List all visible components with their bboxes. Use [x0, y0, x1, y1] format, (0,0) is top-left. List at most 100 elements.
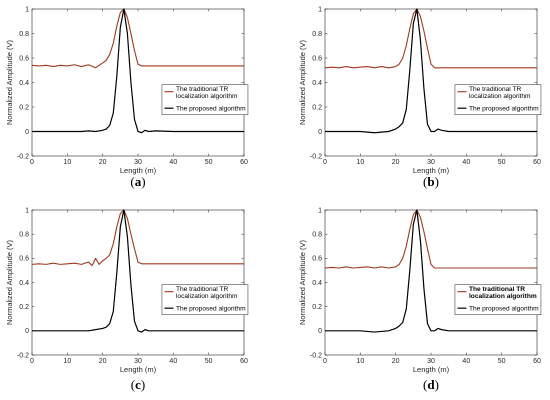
panel-label: (a) [130, 174, 145, 189]
y-axis-label: Normalized Amplitude (V) [5, 39, 14, 125]
x-tick-label: 20 [99, 159, 107, 166]
x-axis-label: Length (m) [413, 166, 450, 175]
legend: The traditional TR localization algorithm… [161, 284, 249, 315]
y-tick-label: -0.2 [17, 153, 29, 160]
legend-box [454, 284, 542, 315]
legend-label-traditional-tr: The traditional TR localization algorithm [176, 86, 238, 100]
y-tick-label: 0.8 [312, 31, 322, 38]
y-tick-label: 0 [25, 129, 29, 136]
series-line-traditional-tr [324, 209, 537, 269]
plot-area [31, 209, 245, 356]
x-tick-label: 30 [134, 358, 142, 365]
y-tick-label: 0.6 [19, 256, 29, 263]
x-axis-label: Length (m) [120, 166, 157, 175]
legend: The traditional TR localization algorithm… [161, 84, 249, 115]
legend-box [161, 284, 249, 315]
legend-box [161, 84, 249, 115]
x-tick-label: 50 [498, 159, 506, 166]
y-tick-label: 0.2 [19, 304, 29, 311]
x-tick-label: 40 [169, 159, 177, 166]
y-tick-label: 1 [25, 6, 29, 13]
x-tick-label: 0 [323, 358, 327, 365]
legend-box [454, 84, 542, 115]
x-axis-label: Length (m) [120, 365, 157, 374]
y-tick-label: 0 [318, 129, 322, 136]
legend-label-traditional-tr: The traditional TR localization algorithm [469, 286, 537, 300]
x-tick-label: 50 [498, 358, 506, 365]
y-tick-label: 0.6 [312, 55, 322, 62]
x-tick-label: 40 [169, 358, 177, 365]
y-tick-label: 0.4 [312, 280, 322, 287]
series-line-proposed [32, 209, 244, 333]
y-tick-label: 0 [318, 328, 322, 335]
y-axis-label: Normalized Amplitude (V) [298, 39, 307, 125]
x-tick-label: 40 [462, 358, 470, 365]
x-tick-label: 10 [63, 159, 71, 166]
y-tick-label: 1 [25, 207, 29, 214]
x-tick-label: 10 [356, 358, 364, 365]
legend-label-proposed: The proposed algorithm [176, 106, 246, 113]
x-tick-label: 60 [533, 358, 541, 365]
y-tick-label: -0.2 [310, 352, 322, 359]
x-tick-label: 40 [462, 159, 470, 166]
x-tick-label: 20 [99, 358, 107, 365]
series-line-proposed [325, 8, 537, 134]
y-tick-label: 0.8 [19, 232, 29, 239]
legend-label-proposed: The proposed algorithm [176, 305, 246, 312]
y-tick-label: 1 [318, 6, 322, 13]
x-tick-label: 10 [63, 358, 71, 365]
y-tick-label: 0.8 [19, 31, 29, 38]
panel-label: (b) [423, 174, 439, 189]
legend-label-proposed: The proposed algorithm [469, 106, 539, 113]
y-tick-label: 0.2 [19, 104, 29, 111]
y-axis-label: Normalized Amplitude (V) [5, 239, 14, 325]
x-tick-label: 20 [392, 358, 400, 365]
panel-label: (c) [131, 377, 145, 392]
x-tick-label: 60 [240, 159, 248, 166]
x-tick-label: 10 [356, 159, 364, 166]
legend-label-proposed: The proposed algorithm [469, 305, 539, 312]
x-tick-label: 0 [30, 358, 34, 365]
y-tick-label: -0.2 [17, 352, 29, 359]
x-tick-label: 0 [30, 159, 34, 166]
legend: The traditional TR localization algorithm… [454, 284, 542, 315]
y-tick-label: 0.2 [312, 304, 322, 311]
x-tick-label: 30 [427, 358, 435, 365]
y-tick-label: 0 [25, 328, 29, 335]
y-tick-label: 0.2 [312, 104, 322, 111]
plot-area [31, 8, 245, 157]
panel-label: (d) [423, 377, 439, 392]
x-tick-label: 50 [205, 358, 213, 365]
y-tick-label: -0.2 [310, 153, 322, 160]
legend-label-traditional-tr: The traditional TR localization algorithm [176, 286, 238, 300]
plot-area [324, 8, 538, 157]
plot-area [324, 209, 538, 356]
y-tick-label: 1 [318, 207, 322, 214]
y-tick-label: 0.8 [312, 232, 322, 239]
x-tick-label: 0 [323, 159, 327, 166]
x-tick-label: 50 [205, 159, 213, 166]
x-tick-label: 30 [134, 159, 142, 166]
series-line-proposed [325, 209, 537, 333]
y-tick-label: 0.4 [312, 80, 322, 87]
x-axis-label: Length (m) [413, 365, 450, 374]
series-line-traditional-tr [324, 8, 537, 69]
x-tick-label: 20 [392, 159, 400, 166]
series-line-traditional-tr [31, 209, 244, 267]
y-axis-label: Normalized Amplitude (V) [298, 239, 307, 325]
y-tick-label: 0.6 [19, 55, 29, 62]
y-tick-label: 0.6 [312, 256, 322, 263]
series-line-traditional-tr [31, 8, 244, 69]
series-line-proposed [32, 8, 244, 134]
x-tick-label: 60 [240, 358, 248, 365]
x-tick-label: 30 [427, 159, 435, 166]
y-tick-label: 0.4 [19, 80, 29, 87]
legend: The traditional TR localization algorithm… [454, 84, 542, 115]
legend-label-traditional-tr: The traditional TR localization algorithm [469, 86, 531, 100]
y-tick-label: 0.4 [19, 280, 29, 287]
